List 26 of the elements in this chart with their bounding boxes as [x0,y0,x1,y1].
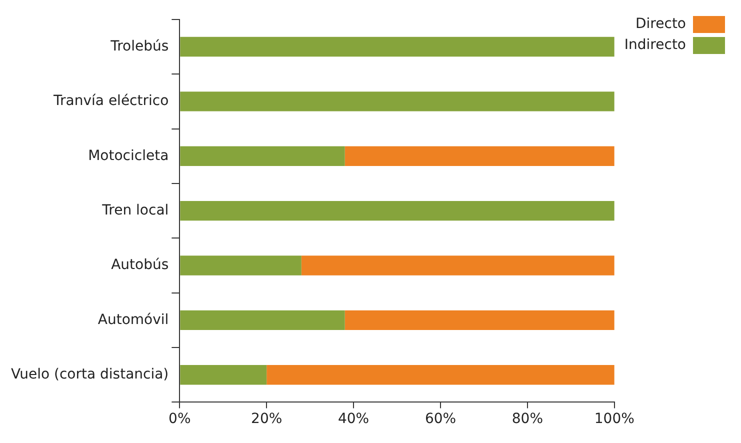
y-tick-label: Autobús [111,257,169,274]
y-tick-label: Trolebús [110,38,169,54]
bar [180,36,614,57]
bar [180,200,614,221]
bar [266,365,614,385]
legend-label: Directo [636,16,686,32]
y-tick-label: Motocicleta [88,148,169,164]
bar [180,256,302,276]
bar [180,146,345,166]
x-tick-label: 0% [168,411,191,428]
x-tick-label: 40% [338,411,370,428]
bar [180,92,614,112]
y-tick-label: Tranvía eléctrico [52,93,169,110]
x-tick-label: 20% [251,411,282,428]
bar [301,256,614,276]
bar [344,310,614,330]
y-tick-label: Automóvil [98,312,169,328]
x-tick-label: 100% [594,411,634,428]
x-tick-label: 80% [512,411,544,428]
bar [180,310,345,330]
y-tick-label: Vuelo (corta distancia) [10,366,169,382]
bar [344,146,614,166]
bar [180,365,267,385]
x-tick-label: 60% [424,411,456,428]
legend-label: Indirecto [624,37,686,54]
y-tick-label: Tren local [101,202,169,218]
